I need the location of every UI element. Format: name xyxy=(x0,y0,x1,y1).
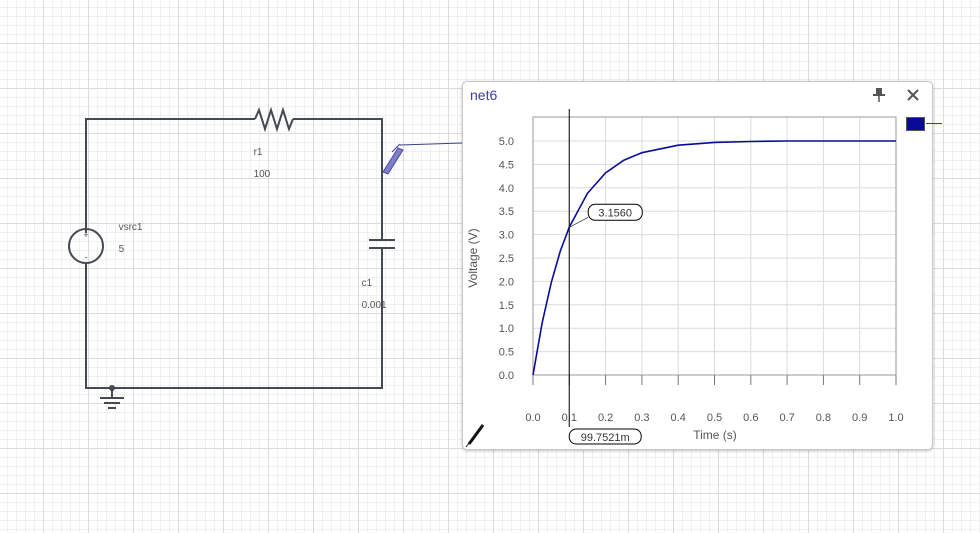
cursor-x-readout: 99.7521m xyxy=(581,432,630,444)
cursor-x-readout-box xyxy=(568,428,642,445)
x-axis-label: Time (s) xyxy=(693,428,737,442)
wire-top-left[interactable] xyxy=(85,118,255,233)
capacitor-label: c1 0.001 xyxy=(356,267,387,311)
x-tick-label: 0.3 xyxy=(634,412,649,424)
pin-button[interactable] xyxy=(869,85,889,105)
ground-symbol[interactable] xyxy=(100,388,124,409)
source-label: vsrc1 5 xyxy=(113,211,143,255)
ground-junction xyxy=(109,385,115,391)
y-tick-label: 4.5 xyxy=(499,159,514,171)
probe-window[interactable]: net6 0.0 0.1 0.2 0.3 0.4 0.5 0.6 0.7 0.8 0.9 1.0 0.… xyxy=(462,81,933,450)
x-tick-label: 0.7 xyxy=(779,412,794,424)
x-tick-label: 0.6 xyxy=(743,412,758,424)
legend-tick xyxy=(926,123,942,124)
cursor-y-readout-box xyxy=(587,203,643,221)
y-tick-label: 3.5 xyxy=(499,206,514,218)
probe-pen-icon[interactable] xyxy=(465,424,485,448)
voltage-source-vsrc1[interactable] xyxy=(68,228,104,264)
resistor-name: r1 xyxy=(253,147,263,158)
minus-sign: - xyxy=(85,252,88,262)
cursor-y-readout: 3.1560 xyxy=(598,207,632,219)
source-name: vsrc1 xyxy=(118,222,143,233)
y-tick-label: 1.0 xyxy=(499,323,514,335)
y-axis-label: Voltage (V) xyxy=(466,228,480,287)
x-tick-label: 0.5 xyxy=(707,412,722,424)
capacitor-c1[interactable] xyxy=(369,239,395,249)
wire-right[interactable] xyxy=(85,248,383,389)
capacitor-value: 0.001 xyxy=(361,300,387,311)
close-button[interactable] xyxy=(903,85,923,105)
resistor-r1[interactable] xyxy=(254,106,294,133)
probe-marker[interactable] xyxy=(382,147,404,175)
y-tick-label: 1.5 xyxy=(499,300,514,312)
source-value: 5 xyxy=(118,244,125,255)
y-tick-label: 2.0 xyxy=(499,276,514,288)
x-tick-label: 0.8 xyxy=(816,412,831,424)
pin-icon xyxy=(873,88,885,102)
close-icon xyxy=(907,89,919,101)
resistor-value: 100 xyxy=(253,169,271,180)
probe-lead-line xyxy=(399,142,463,146)
plus-sign: + xyxy=(83,230,88,240)
y-tick-label: 5.0 xyxy=(499,136,514,148)
x-tick-label: 0.2 xyxy=(598,412,613,424)
y-tick-label: 4.0 xyxy=(499,183,514,195)
x-tick-label: 0.4 xyxy=(671,412,686,424)
voltage-plot[interactable]: 0.0 0.1 0.2 0.3 0.4 0.5 0.6 0.7 0.8 0.9 1.00.00.51… xyxy=(463,82,932,449)
cursor-callout-line xyxy=(569,216,589,228)
y-tick-label: 3.0 xyxy=(499,230,514,242)
y-tick-label: 0.5 xyxy=(499,347,514,359)
wire-top-right[interactable] xyxy=(293,118,383,240)
y-tick-label: 2.5 xyxy=(499,253,514,265)
resistor-label: r1 100 xyxy=(248,136,271,180)
probe-lead xyxy=(391,143,401,153)
x-tick-label: 1.0 xyxy=(888,412,903,424)
voltage-trace xyxy=(532,140,896,376)
y-tick-label: 0.0 xyxy=(499,370,514,382)
x-tick-label: 0.9 xyxy=(852,412,867,424)
x-tick-label: 0.0 xyxy=(525,412,540,424)
capacitor-name: c1 xyxy=(361,278,373,289)
probe-window-title: net6 xyxy=(470,87,498,103)
legend-swatch[interactable] xyxy=(906,117,925,131)
